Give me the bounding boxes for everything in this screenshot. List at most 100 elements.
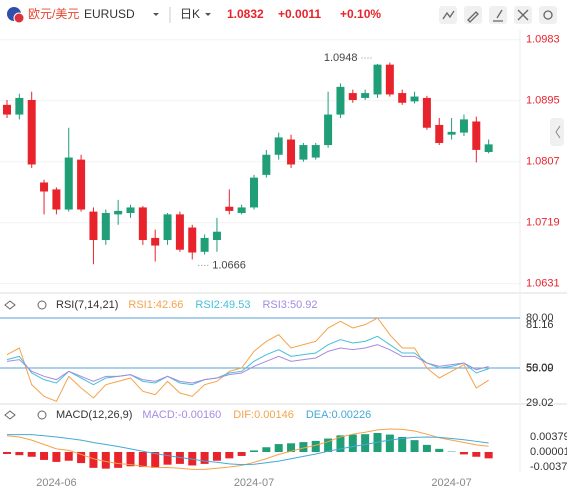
indicator-title: MACD(12,26,9): [56, 409, 132, 421]
candle-body: [114, 210, 123, 215]
candle-body: [212, 231, 221, 241]
candle-body: [262, 154, 271, 175]
macd-bar: [138, 452, 147, 468]
macd-bar: [348, 434, 357, 453]
macd-bar: [200, 452, 209, 464]
macd-bar: [287, 443, 296, 453]
interval[interactable]: 日K: [180, 7, 200, 21]
dropdown-arrow[interactable]: [205, 13, 211, 16]
x-tick-label: 2024-06: [36, 477, 76, 489]
macd-bar: [262, 447, 271, 453]
symbol[interactable]: EURUSD: [84, 7, 135, 21]
candle-body: [435, 124, 444, 143]
legend-entry: MACD:-0.00160: [142, 409, 221, 421]
macd-bar: [385, 434, 394, 453]
candle-body: [250, 177, 258, 208]
candle-body: [27, 100, 36, 165]
candle-body: [336, 86, 345, 115]
rsi-line: [6, 317, 489, 402]
macd-bar: [361, 434, 370, 453]
macd-bar: [324, 438, 333, 453]
candle-body: [398, 93, 407, 103]
macd-bar: [398, 436, 407, 453]
macd-bar: [422, 444, 431, 453]
candle-body: [324, 114, 333, 146]
dropdown-arrow[interactable]: [153, 13, 159, 16]
y-tick-label: 1.0719: [526, 217, 560, 229]
macd-bar: [3, 452, 11, 454]
candle-body: [237, 207, 246, 213]
candle-body: [89, 211, 98, 241]
macd-bar: [212, 452, 221, 461]
legend-entry: DIF:0.00146: [233, 409, 294, 421]
eye-icon[interactable]: [4, 300, 16, 310]
macd-bar: [274, 444, 283, 453]
tool-icon: [493, 9, 503, 22]
eye-icon[interactable]: [4, 410, 16, 420]
candle-body: [361, 93, 370, 98]
candle-body: [484, 144, 493, 152]
indicator-title: RSI(7,14,21): [56, 299, 118, 311]
candle-body: [40, 182, 49, 192]
candle-body: [373, 64, 382, 95]
price: 1.0832: [227, 7, 264, 21]
candle-body: [77, 159, 86, 210]
y-tick-label: 80.00: [526, 312, 554, 324]
annotation: 1.0666: [212, 259, 246, 271]
legend-entry: RSI3:50.92: [262, 299, 317, 311]
macd-bar: [163, 452, 172, 465]
tool-icon: [442, 10, 455, 20]
x-tick-label: 2024-07: [234, 477, 274, 489]
settings-icon[interactable]: [37, 300, 47, 310]
macd-bar: [336, 435, 345, 453]
candle-body: [385, 64, 394, 95]
tool-icon: [517, 9, 529, 21]
macd-bar: [435, 448, 444, 453]
candle-body: [447, 131, 456, 135]
macd-bar: [225, 452, 234, 459]
y-tick-label: 1.0807: [526, 156, 560, 168]
tool-button[interactable]: [489, 6, 507, 24]
candle-body: [299, 145, 308, 160]
candle-body: [101, 212, 110, 241]
y-tick-label: 1.0983: [526, 34, 560, 46]
value-tag: 55.09: [526, 362, 554, 374]
macd-bar: [89, 452, 98, 468]
rsi-line: [6, 335, 489, 386]
rsi-line: [6, 344, 489, 384]
candle-body: [64, 157, 73, 210]
macd-bar: [459, 452, 468, 455]
change: +0.0011: [278, 7, 321, 21]
macd-bar: [250, 450, 258, 453]
candle-body: [3, 104, 11, 115]
y-tick-label: 50.00: [526, 362, 554, 374]
candle-body: [287, 139, 296, 165]
macd-bar: [77, 452, 86, 464]
candle-body: [126, 207, 135, 213]
symbol-name[interactable]: 欧元/美元: [28, 7, 79, 21]
candle-body: [163, 214, 172, 241]
collapse-icon: [555, 125, 561, 139]
macd-bar: [101, 452, 110, 469]
macd-bar: [151, 452, 160, 468]
candle-body: [410, 96, 419, 102]
candle-body: [274, 137, 283, 155]
candle-body: [151, 237, 160, 246]
header: 欧元/美元 EURUSD 日K 1.0832 +0.0011 +0.10%: [7, 6, 557, 24]
legend-entry: DEA:0.00226: [306, 409, 371, 421]
candle-body: [311, 145, 320, 158]
candle-body: [138, 207, 147, 241]
value-tag: 81.16: [526, 319, 554, 331]
candle-body: [52, 189, 61, 210]
candle-body: [472, 121, 481, 150]
legend-entry: RSI2:49.53: [195, 299, 250, 311]
collapse-button[interactable]: [550, 118, 564, 146]
flag-icon: [13, 12, 25, 24]
tool-icon: [467, 11, 479, 23]
candle-body: [225, 206, 234, 211]
macd-bar: [52, 452, 61, 462]
rsi-legend-icons: [4, 300, 47, 420]
settings-icon[interactable]: [37, 410, 47, 420]
tool-button[interactable]: [539, 6, 557, 24]
